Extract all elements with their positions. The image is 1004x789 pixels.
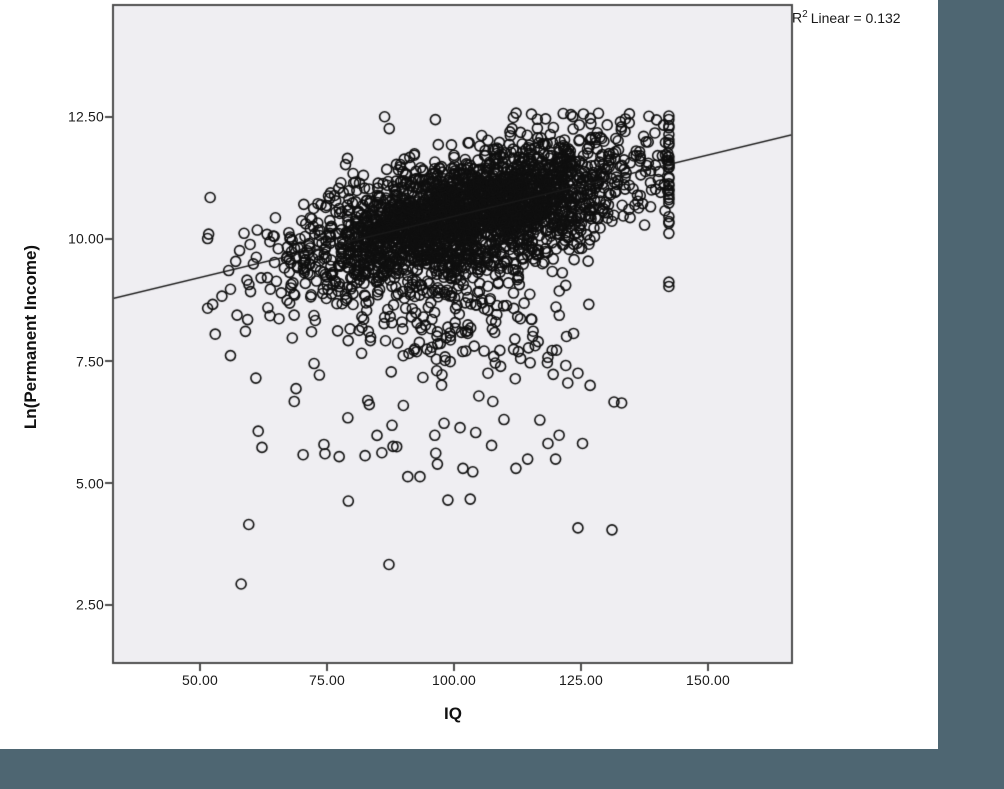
y-tick-label: 10.00 <box>67 230 104 247</box>
x-axis-title: IQ <box>444 704 462 723</box>
y-tick-label: 7.50 <box>75 353 104 370</box>
r-squared-annotation: R2 Linear = 0.132 <box>792 9 901 26</box>
y-tick-label: 5.00 <box>75 475 104 492</box>
y-axis-title: Ln(Permanent Income) <box>21 244 40 430</box>
right-sidebar-panel <box>938 0 1004 789</box>
bottom-bar <box>0 749 1004 789</box>
x-tick-label: 125.00 <box>558 672 604 688</box>
r-squared-value: Linear = 0.132 <box>810 9 901 26</box>
y-tick-label: 2.50 <box>75 596 104 613</box>
x-tick-label: 50.00 <box>181 672 219 688</box>
x-tick-label: 100.00 <box>431 672 477 688</box>
y-tick-label: 12.50 <box>67 108 104 125</box>
x-tick-label: 75.00 <box>308 672 346 688</box>
r-squared-prefix: R <box>792 9 803 26</box>
r-squared-exponent: 2 <box>802 9 808 20</box>
scatter-canvas <box>0 0 938 749</box>
scatter-plot-figure: 12.50 10.00 7.50 5.00 2.50 50.00 75.00 1… <box>0 0 938 749</box>
x-tick-label: 150.00 <box>685 672 731 688</box>
